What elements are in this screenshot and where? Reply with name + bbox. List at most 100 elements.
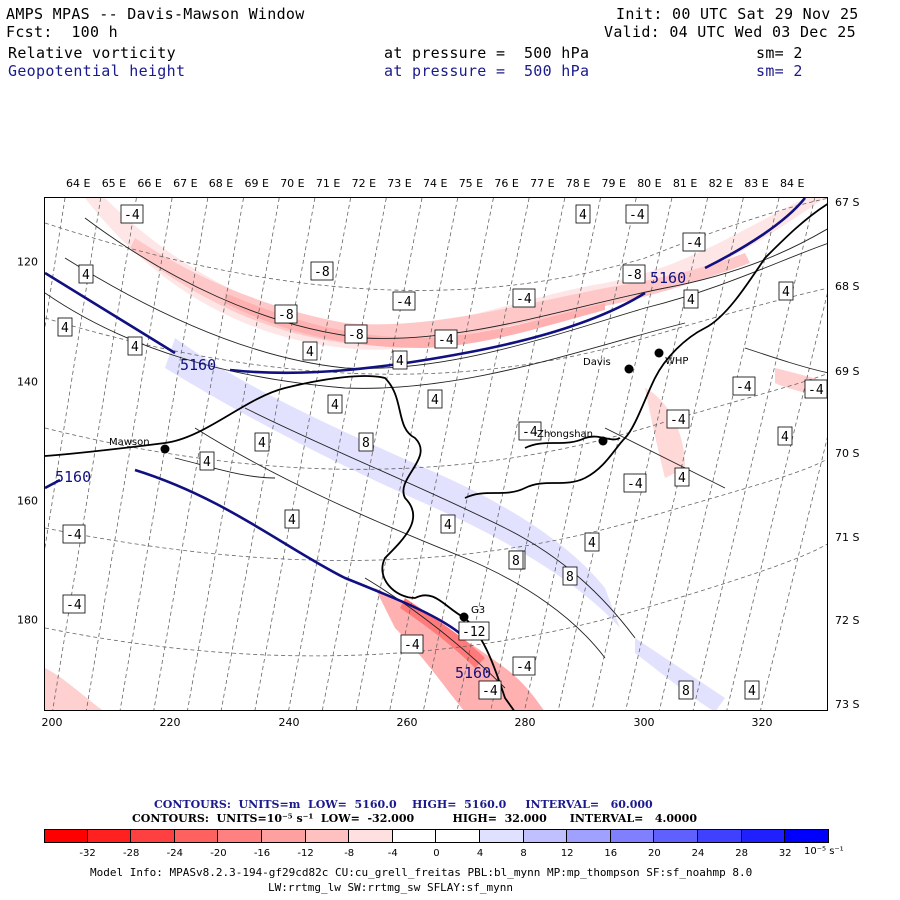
station-zhongshan-marker xyxy=(598,436,608,446)
vorticity-label-box xyxy=(478,680,502,700)
vorticity-label-box xyxy=(508,550,524,570)
meridian-line xyxy=(423,198,530,710)
latitude-label: 69 S xyxy=(835,365,860,378)
meridian-line xyxy=(119,198,209,710)
vorticity-label-box xyxy=(622,264,646,284)
vorticity-label: 8 xyxy=(362,436,370,451)
meridian-line xyxy=(591,198,708,710)
y-tick-label: 140 xyxy=(17,375,38,389)
height-contours xyxy=(45,198,807,639)
vorticity-label: -4 xyxy=(627,477,643,492)
vorticity-label: -4 xyxy=(404,638,420,653)
height-label: 5160 xyxy=(650,269,686,287)
vorticity-label: 4 xyxy=(131,340,139,355)
valid-time: Valid: 04 UTC Wed 03 Dec 25 xyxy=(604,23,856,41)
longitude-label: 75 E xyxy=(458,177,484,190)
colorbar-tick-label: -8 xyxy=(344,848,355,859)
vorticity-label: -8 xyxy=(626,268,642,283)
y-tick-label: 160 xyxy=(17,494,38,508)
colorbar-tick-label: -28 xyxy=(123,848,140,859)
vorticity-label-box xyxy=(57,317,73,337)
vorticity-label: 4 xyxy=(431,393,439,408)
x-tick-label: 280 xyxy=(514,716,536,729)
field2-name: Geopotential height xyxy=(8,62,186,80)
colorbar-segment xyxy=(785,829,829,843)
longitude-label: 67 E xyxy=(173,177,198,190)
vorticity-label-box xyxy=(458,621,490,641)
x-tick-label: 220 xyxy=(159,716,181,729)
field2-smoothing: sm= 2 xyxy=(756,62,803,80)
meridian-line xyxy=(726,293,827,710)
latitude-label: 70 S xyxy=(835,447,860,460)
vorticity-label: 4 xyxy=(444,518,452,533)
colorbar-segment xyxy=(523,829,568,843)
vorticity-label: 8 xyxy=(566,570,574,585)
vorticity-label: -4 xyxy=(516,292,532,307)
longitude-label: 66 E xyxy=(137,177,162,190)
vorticity-label: 4 xyxy=(782,285,790,300)
colorbar-tick-label: -20 xyxy=(210,848,227,859)
height-label: 5160 xyxy=(180,356,216,374)
map-panel: 5160 5160 5160 5160 -4 -8 -4 -4 -4 -8 -4 -8 -8 4 4… xyxy=(44,197,828,711)
latitude-label: 72 S xyxy=(835,614,860,627)
vorticity-label: 4 xyxy=(678,471,686,486)
vorticity-label-box xyxy=(732,376,756,396)
vorticity-label-box xyxy=(284,509,300,529)
colorbar-segment xyxy=(87,829,132,843)
vorticity-label: 4 xyxy=(579,208,587,223)
vorticity-label: -4 xyxy=(66,528,82,543)
meridian-line xyxy=(760,437,827,710)
colorbar-tick-label: 20 xyxy=(648,848,661,859)
colorbar-segment xyxy=(480,829,524,843)
longitude-label: 83 E xyxy=(744,177,769,190)
vorticity-label-box xyxy=(358,432,374,452)
vorticity-label: 4 xyxy=(61,321,69,336)
vorticity-label: -4 xyxy=(686,236,702,251)
vorticity-label: 4 xyxy=(396,354,404,369)
vorticity-label: -4 xyxy=(629,208,645,223)
station-zhongshan-label: Zhongshan xyxy=(537,429,593,440)
meridian-line xyxy=(153,198,244,710)
vorticity-label-box xyxy=(274,304,298,324)
colorbar-segment xyxy=(305,829,350,843)
meridian-line xyxy=(524,198,637,710)
colorbar-segment xyxy=(392,829,437,843)
vorticity-label: 4 xyxy=(331,398,339,413)
height-labels: 5160 5160 5160 5160 xyxy=(55,269,686,682)
station-mawson-label: Mawson xyxy=(109,437,150,448)
vorticity-label-box xyxy=(400,634,424,654)
vorticity-label: -12 xyxy=(462,625,485,640)
colorbar-segment xyxy=(698,829,742,843)
colorbar-segment xyxy=(436,829,480,843)
vorticity-label-box xyxy=(674,467,690,487)
x-tick-label: 260 xyxy=(396,716,418,729)
vorticity-label-box xyxy=(678,680,694,700)
meridian-line xyxy=(187,198,280,710)
vorticity-label-box xyxy=(744,680,760,700)
station-g3-label: G3 xyxy=(471,605,485,616)
vorticity-label-box xyxy=(777,426,793,446)
vorticity-label: -4 xyxy=(396,295,412,310)
longitude-label: 65 E xyxy=(101,177,127,190)
meridian-line xyxy=(389,198,494,710)
vorticity-label-box xyxy=(62,524,86,544)
colorbar-tick-label: 32 xyxy=(778,848,792,859)
longitude-label: 81 E xyxy=(672,177,698,190)
latitude-label: 71 S xyxy=(835,531,860,544)
station-davis-marker xyxy=(624,364,634,374)
vorticity-label: -8 xyxy=(348,328,364,343)
colorbar-segment xyxy=(610,829,655,843)
vorticity-label-box xyxy=(562,566,578,586)
vorticity-label: 8 xyxy=(682,684,690,699)
colorbar-segment xyxy=(218,829,262,843)
longitude-label: 73 E xyxy=(387,177,412,190)
longitude-label: 82 E xyxy=(708,177,734,190)
y-tick-label: 120 xyxy=(17,255,38,269)
longitude-label: 69 E xyxy=(244,177,269,190)
colorbar-units: 10⁻⁵ s⁻¹ xyxy=(804,846,844,857)
colorbar-tick-label: 8 xyxy=(520,848,527,859)
meridian-line xyxy=(490,198,601,710)
vorticity-label-box xyxy=(392,350,408,370)
vorticity-label: -4 xyxy=(516,660,532,675)
height-label: 5160 xyxy=(455,664,491,682)
